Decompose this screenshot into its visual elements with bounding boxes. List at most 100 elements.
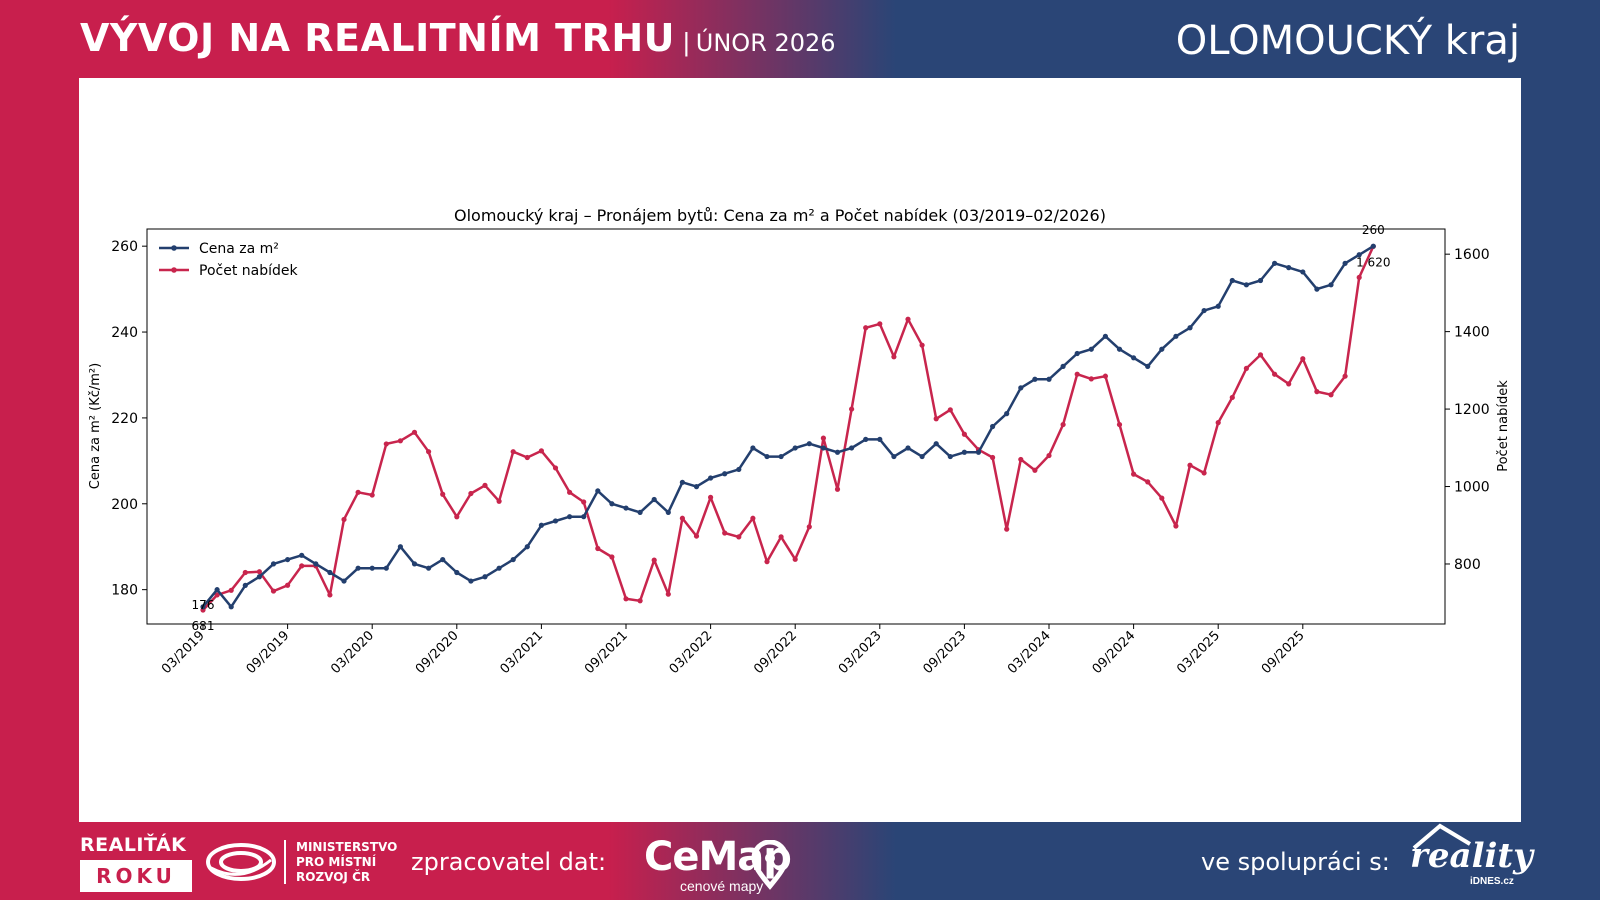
price-point [341,578,347,584]
reality-logo-sub: iDNES.cz [1470,876,1514,887]
price-point [849,445,855,451]
price-point [1032,376,1038,382]
x-tick-label: 03/2021 [497,628,546,677]
legend-marker-count [171,267,177,273]
footer: REALIŤÁK ROKU MINISTERSTVO PRO MÍSTNÍ RO… [0,822,1600,900]
price-point [990,423,996,430]
ministry-divider [284,840,286,884]
x-tick-label: 03/2019 [159,628,208,677]
price-point [1004,411,1010,417]
price-point [961,449,968,455]
map-pin-icon [751,840,789,890]
y-tick-label: 220 [111,411,138,427]
price-point [905,445,911,451]
price-point [1286,265,1292,271]
y-tick-label: 180 [111,583,138,599]
x-tick-label: 03/2022 [667,628,716,677]
y-tick-label: 240 [111,325,138,341]
price-point [496,565,502,571]
dual-axis-line-chart: Olomoucký kraj – Pronájem bytů: Cena za … [88,206,1511,677]
chart-title: Olomoucký kraj – Pronájem bytů: Cena za … [454,206,1106,225]
price-point [355,565,361,571]
price-point [1173,333,1179,339]
right-axis-ticks: 800 1000 1200 1400 1600 [1445,247,1490,573]
count-point [806,524,812,530]
count-point [510,449,516,455]
price-point [440,556,446,563]
price-point [313,561,319,567]
price-point [270,561,277,567]
price-point [327,569,333,576]
price-point [228,604,234,610]
price-point [863,436,869,442]
left-axis-ticks: 180 200 220 240 260 [111,239,147,599]
price-point [369,565,375,571]
reality-idnes-logo: reality iDNES.cz [1410,822,1533,896]
count-point [933,416,939,422]
price-point [679,479,686,485]
count-point [891,354,897,360]
price-point [214,587,220,593]
count-point [1229,394,1235,401]
count-point [1215,420,1221,426]
count-point [567,489,573,495]
count-point [708,494,714,500]
count-point [468,490,474,497]
processor-label: zpracovatel dat: [411,848,607,876]
legend-label-price: Cena za m² [199,241,279,257]
price-point [299,552,305,558]
price-point [1342,260,1348,266]
price-point [778,453,784,460]
count-point [1300,356,1306,362]
price-point [552,518,559,524]
price-point [468,578,474,584]
x-tick-label: 09/2019 [244,628,293,677]
count-point [1272,371,1278,377]
count-point [1243,365,1249,372]
count-point [990,454,996,461]
price-point [1102,333,1108,339]
price-point [200,604,206,610]
count-point [1004,526,1010,532]
price-point [1314,286,1320,292]
endpoint-labels: 176 681 260 1 620 [192,223,1391,633]
page-title: VÝVOJ NA REALITNÍM TRHU [80,16,676,60]
count-point [665,591,671,597]
count-point [1131,471,1137,477]
y2-axis-label: Počet nabídek [1496,380,1511,472]
price-point [722,471,728,477]
price-point [877,436,883,442]
x-tick-label: 09/2024 [1090,628,1139,677]
price-point [397,544,403,550]
count-point [228,587,234,593]
x-tick-label: 09/2023 [920,628,969,677]
price-point [1187,325,1193,331]
count-point [693,533,700,539]
price-point [623,505,629,511]
price-point [1116,346,1123,352]
count-line [202,245,1375,611]
count-point [961,431,968,437]
count-point [299,563,305,569]
series-cena-za-m2 [200,243,1376,610]
count-point [595,545,601,552]
count-point [609,554,615,560]
price-point [736,466,742,473]
price-point [256,574,262,580]
chart-panel: Olomoucký kraj – Pronájem bytů: Cena za … [79,78,1521,822]
page-subtitle: ÚNOR 2026 [695,29,836,57]
count-point [1257,352,1264,358]
count-point [581,499,587,505]
count-point [1116,421,1123,428]
price-point [1356,252,1362,258]
count-point [820,435,827,441]
price-point [1272,260,1278,266]
legend: Cena za m² Počet nabídek [159,241,298,279]
price-point [1229,277,1235,284]
count-point [1314,389,1320,395]
count-point [1201,470,1207,476]
price-point [567,514,573,520]
count-point [849,406,855,412]
x-axis-ticks: 03/2019 09/2019 03/2020 09/2020 03/2021 09/20… [159,624,1308,677]
price-point [764,453,770,460]
